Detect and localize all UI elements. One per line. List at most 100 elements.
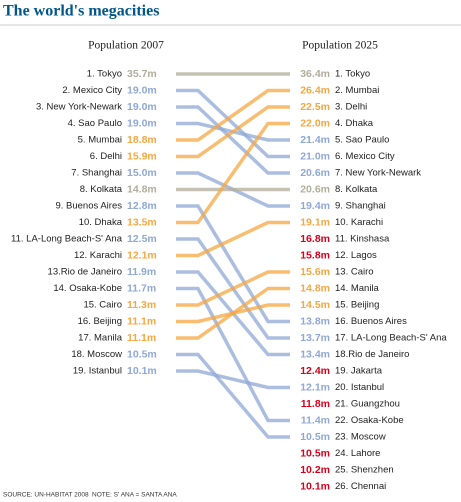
city-label: 17. LA-Long Beach-S' Ana [335, 333, 447, 344]
value-label: 21.0m [300, 150, 330, 162]
value-label: 11.3m [127, 299, 156, 311]
city-label: 9. Buenos Aires [55, 201, 122, 212]
city-label: 22. Osaka-Kobe [335, 415, 404, 426]
value-label: 16.8m [300, 233, 330, 245]
city-label: 18.Rio de Janeiro [335, 349, 409, 360]
value-label: 12.5m [127, 233, 157, 245]
value-label: 18.8m [127, 134, 157, 146]
value-label: 26.4m [300, 84, 330, 96]
value-label: 21.4m [300, 134, 330, 146]
city-label: 4. Sao Paulo [68, 118, 122, 129]
rank-line [176, 204, 290, 324]
value-label: 20.6m [300, 183, 330, 195]
city-label: 1. Tokyo [87, 69, 122, 80]
value-label: 15.0m [127, 167, 157, 179]
value-label: 15.9m [127, 150, 157, 162]
value-label: 13.5m [127, 216, 157, 228]
value-label: 11.1m [127, 332, 156, 344]
value-label: 10.1m [300, 480, 330, 492]
city-label: 11. Kinshasa [335, 234, 390, 245]
value-label: 19.0m [127, 117, 157, 129]
city-label: 21. Guangzhou [335, 399, 400, 410]
column-title: Population 2025 [302, 40, 378, 52]
value-label: 10.5m [127, 348, 157, 360]
value-label: 11.1m [127, 315, 156, 327]
chart-title: The world's megacities [3, 3, 159, 20]
value-label: 10.5m [300, 431, 330, 443]
city-label: 14. Osaka-Kobe [53, 283, 122, 294]
value-label: 14.8m [127, 183, 157, 195]
city-label: 2. Mexico City [62, 85, 122, 96]
city-label: 25. Shenzhen [335, 465, 394, 476]
value-label: 11.8m [301, 398, 330, 410]
rank-line [176, 88, 290, 159]
rank-line [176, 88, 290, 142]
city-label: 8. Kolkata [80, 184, 123, 195]
city-label: 5. Mumbai [78, 135, 122, 146]
column-title: Population 2007 [88, 40, 164, 52]
rank-line [176, 220, 290, 258]
value-label: 15.8m [300, 249, 330, 261]
city-label: 3. Delhi [335, 102, 367, 113]
value-label: 14.8m [300, 282, 330, 294]
rank-line [176, 352, 290, 439]
city-label: 15. Beijing [335, 300, 379, 311]
city-label: 6. Mexico City [335, 151, 395, 162]
value-label: 35.7m [127, 68, 157, 80]
city-label: 3. New York-Newark [36, 102, 122, 113]
city-label: 23. Moscow [335, 432, 386, 443]
city-label: 18. Moscow [71, 349, 122, 360]
city-label: 5. Sao Paulo [335, 135, 389, 146]
value-label: 19.0m [127, 101, 157, 113]
value-label: 19.0m [127, 84, 157, 96]
rank-line [176, 105, 290, 175]
value-label: 19.1m [300, 216, 330, 228]
rank-line [176, 286, 290, 340]
city-label: 1. Tokyo [335, 69, 370, 80]
value-label: 12.1m [300, 381, 330, 393]
value-label: 13.4m [300, 348, 330, 360]
value-label: 13.7m [300, 332, 330, 344]
city-label: 19. Istanbul [73, 366, 122, 377]
city-label: 19. Jakarta [335, 366, 383, 377]
city-label: 12. Karachi [74, 250, 122, 261]
city-label: 13. Cairo [335, 267, 374, 278]
value-label: 14.5m [300, 299, 330, 311]
value-label: 11.4m [301, 414, 330, 426]
value-label: 13.8m [300, 315, 330, 327]
city-label: 9. Shanghai [335, 201, 386, 212]
city-label: 16. Buenos Aires [335, 316, 407, 327]
city-label: 17. Manila [78, 333, 123, 344]
city-label: 11. LA-Long Beach-S' Ana [11, 234, 123, 245]
value-label: 11.9m [127, 266, 156, 278]
value-label: 10.1m [127, 365, 157, 377]
value-label: 22.0m [300, 117, 330, 129]
city-label: 20. Istanbul [335, 382, 384, 393]
city-label: 6. Delhi [90, 151, 122, 162]
value-label: 11.7m [127, 282, 156, 294]
value-label: 10.5m [300, 447, 330, 459]
value-label: 12.8m [127, 200, 157, 212]
value-label: 36.4m [300, 68, 330, 80]
city-label: 24. Lahore [335, 448, 380, 459]
value-label: 20.6m [300, 167, 330, 179]
rank-line [176, 121, 290, 225]
city-label: 8. Kolkata [335, 184, 378, 195]
city-label: 16. Beijing [78, 316, 122, 327]
rank-line [176, 286, 290, 423]
city-label: 7. New York-Newark [335, 168, 421, 179]
note: NOTE: S' ANA = SANTA ANA [92, 492, 177, 499]
value-label: 10.2m [300, 464, 330, 476]
city-label: 15. Cairo [83, 300, 122, 311]
value-label: 15.6m [300, 266, 330, 278]
city-label: 12. Lagos [335, 250, 377, 261]
value-label: 12.1m [127, 249, 157, 261]
city-label: 13.Rio de Janeiro [48, 267, 122, 278]
city-label: 2. Mumbai [335, 85, 379, 96]
rank-line [176, 105, 290, 159]
value-label: 22.5m [300, 101, 330, 113]
city-label: 10. Dhaka [79, 217, 123, 228]
rank-line [176, 369, 290, 390]
value-label: 12.4m [300, 365, 330, 377]
